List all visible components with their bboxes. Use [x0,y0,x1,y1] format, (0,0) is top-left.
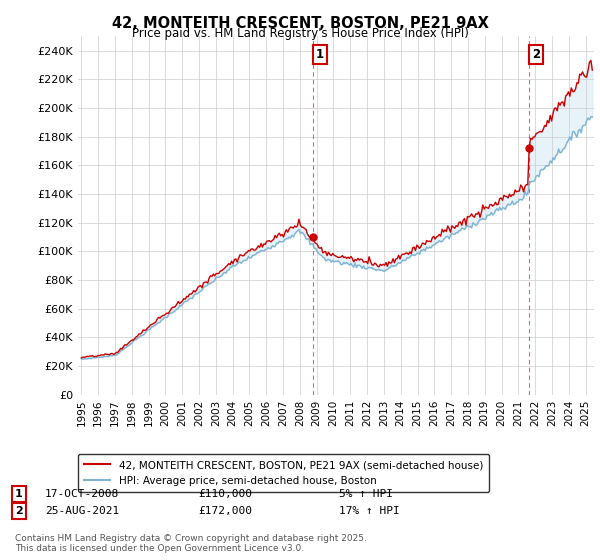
Text: Contains HM Land Registry data © Crown copyright and database right 2025.
This d: Contains HM Land Registry data © Crown c… [15,534,367,553]
Text: Price paid vs. HM Land Registry's House Price Index (HPI): Price paid vs. HM Land Registry's House … [131,27,469,40]
Text: 1: 1 [15,489,23,499]
Text: 2: 2 [15,506,23,516]
Text: 5% ↑ HPI: 5% ↑ HPI [339,489,393,499]
Text: 2: 2 [532,48,540,61]
Text: 25-AUG-2021: 25-AUG-2021 [45,506,119,516]
Text: £110,000: £110,000 [198,489,252,499]
Text: 1: 1 [316,48,323,61]
Text: 42, MONTEITH CRESCENT, BOSTON, PE21 9AX: 42, MONTEITH CRESCENT, BOSTON, PE21 9AX [112,16,488,31]
Legend: 42, MONTEITH CRESCENT, BOSTON, PE21 9AX (semi-detached house), HPI: Average pric: 42, MONTEITH CRESCENT, BOSTON, PE21 9AX … [78,454,489,492]
Text: 17-OCT-2008: 17-OCT-2008 [45,489,119,499]
Text: 17% ↑ HPI: 17% ↑ HPI [339,506,400,516]
Text: £172,000: £172,000 [198,506,252,516]
